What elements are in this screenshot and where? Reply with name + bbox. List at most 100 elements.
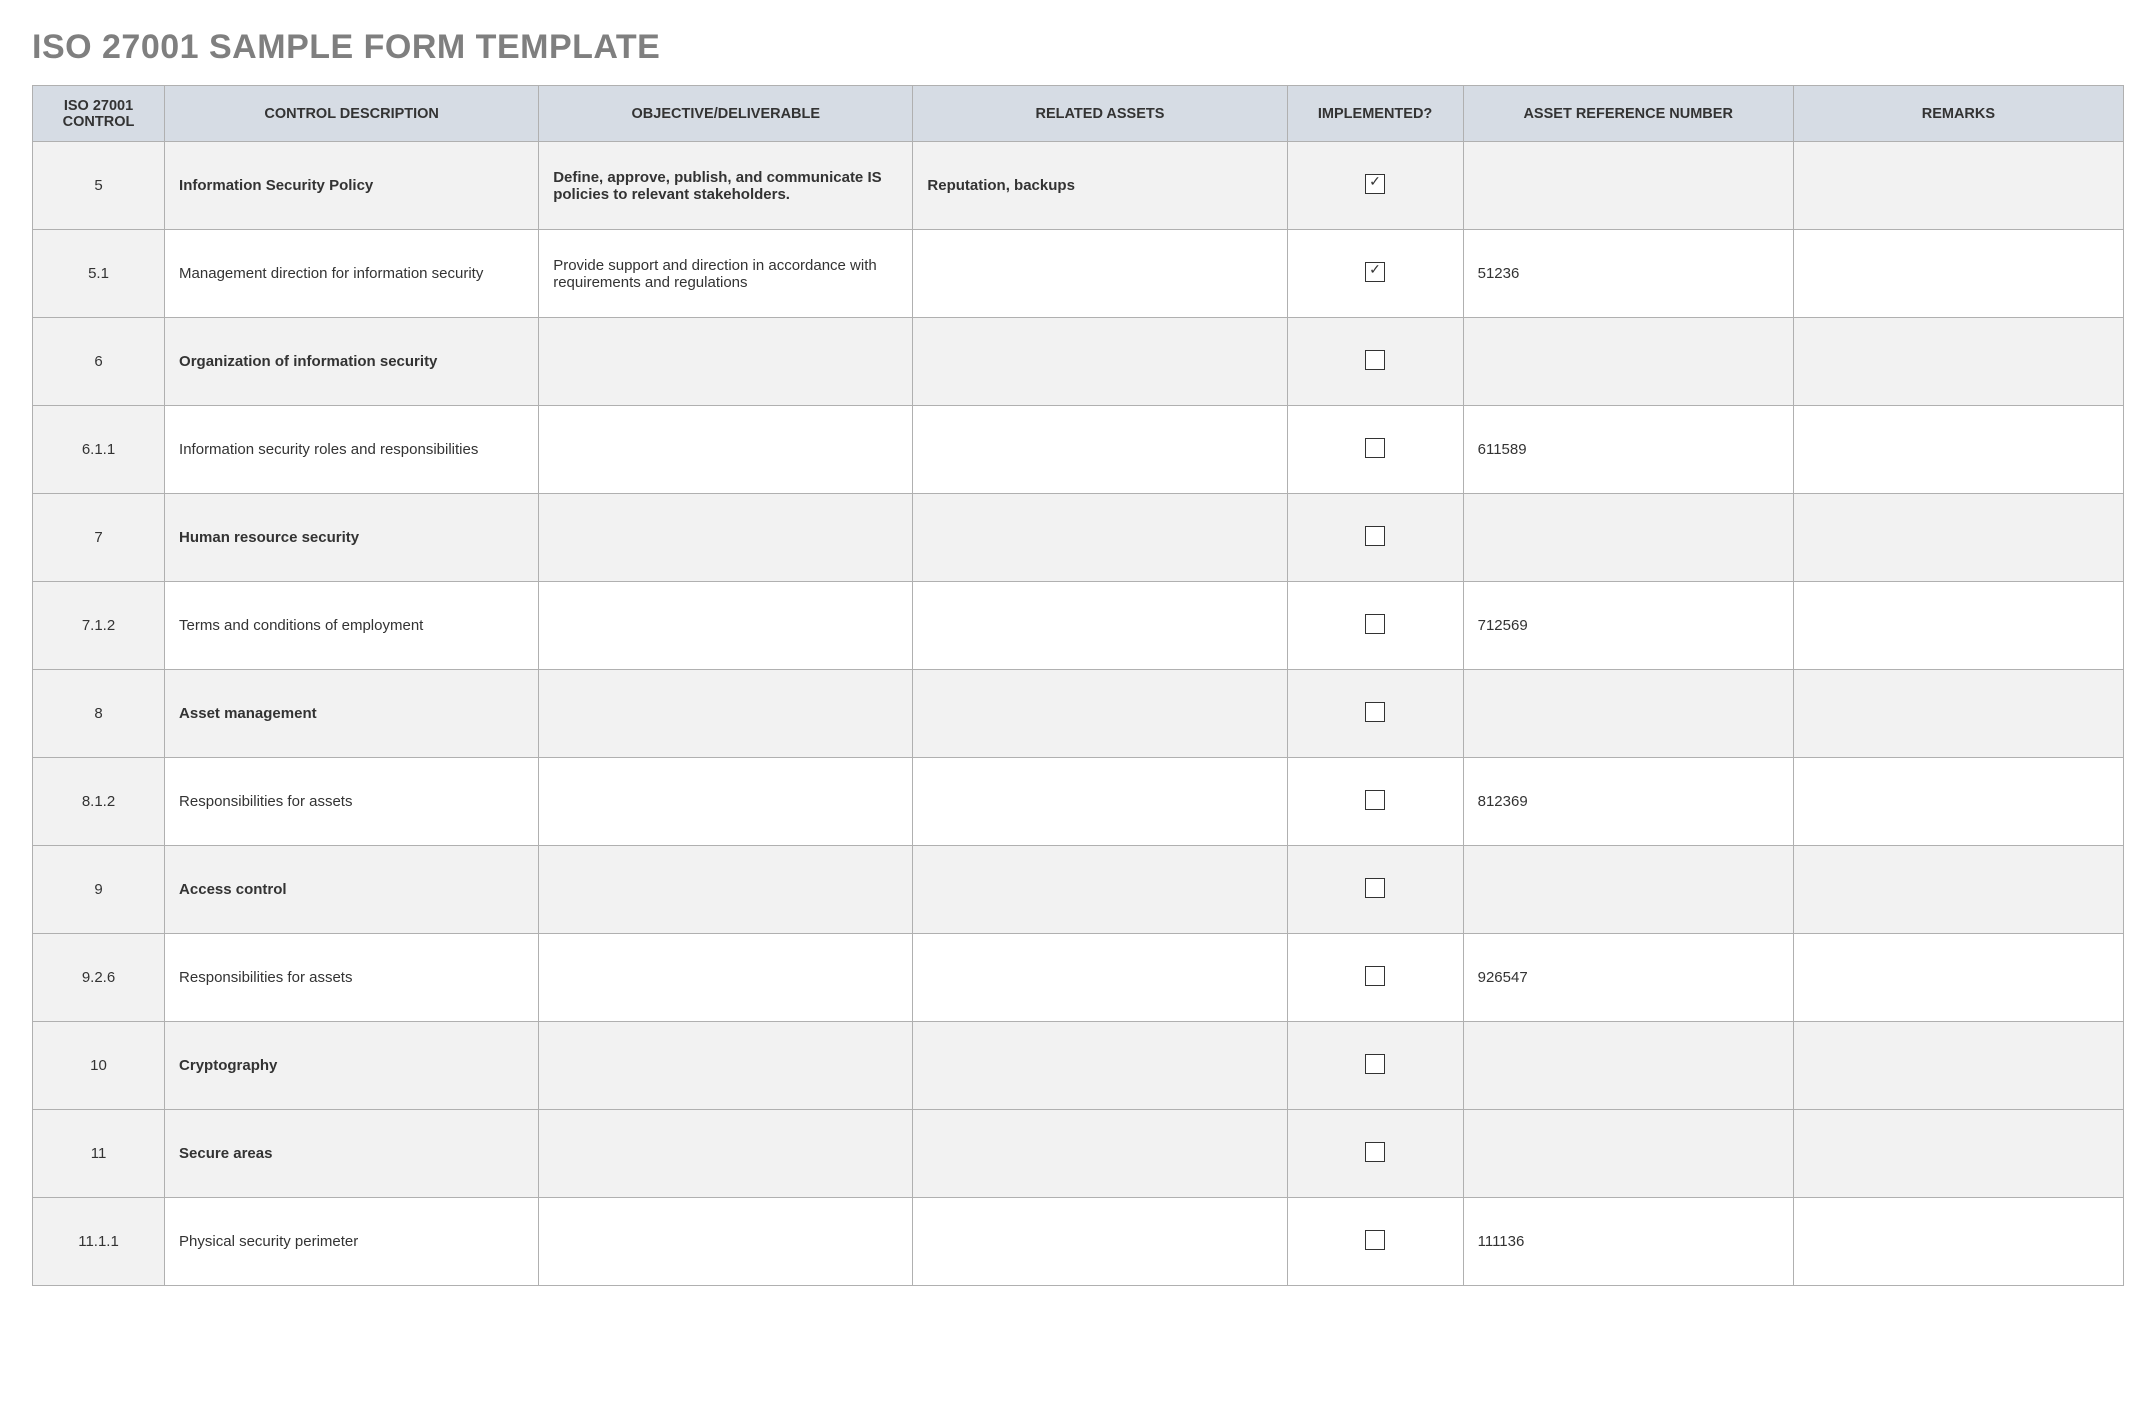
cell-asset-ref: 611589 [1463, 406, 1793, 494]
cell-remarks [1793, 494, 2123, 582]
table-row: 6Organization of information security [33, 318, 2124, 406]
cell-control: 5 [33, 142, 165, 230]
table-row: 11Secure areas [33, 1110, 2124, 1198]
page-title: ISO 27001 SAMPLE FORM TEMPLATE [32, 28, 2124, 67]
cell-asset-ref [1463, 1110, 1793, 1198]
cell-related-assets [913, 494, 1287, 582]
cell-related-assets [913, 758, 1287, 846]
cell-implemented [1287, 1110, 1463, 1198]
cell-remarks [1793, 934, 2123, 1022]
cell-implemented [1287, 142, 1463, 230]
table-row: 5Information Security PolicyDefine, appr… [33, 142, 2124, 230]
implemented-checkbox[interactable] [1365, 614, 1385, 634]
cell-remarks [1793, 318, 2123, 406]
implemented-checkbox[interactable] [1365, 878, 1385, 898]
table-row: 9.2.6Responsibilities for assets926547 [33, 934, 2124, 1022]
implemented-checkbox[interactable] [1365, 1054, 1385, 1074]
cell-related-assets [913, 1110, 1287, 1198]
implemented-checkbox[interactable] [1365, 702, 1385, 722]
cell-control: 8 [33, 670, 165, 758]
cell-implemented [1287, 230, 1463, 318]
cell-objective: Provide support and direction in accorda… [539, 230, 913, 318]
implemented-checkbox[interactable] [1365, 438, 1385, 458]
cell-related-assets [913, 934, 1287, 1022]
cell-asset-ref: 111136 [1463, 1198, 1793, 1286]
cell-description: Information Security Policy [165, 142, 539, 230]
cell-objective [539, 494, 913, 582]
cell-related-assets [913, 1022, 1287, 1110]
cell-implemented [1287, 846, 1463, 934]
cell-implemented [1287, 934, 1463, 1022]
implemented-checkbox[interactable] [1365, 966, 1385, 986]
cell-asset-ref: 812369 [1463, 758, 1793, 846]
cell-control: 9.2.6 [33, 934, 165, 1022]
implemented-checkbox[interactable] [1365, 526, 1385, 546]
cell-related-assets [913, 1198, 1287, 1286]
col-description: CONTROL DESCRIPTION [165, 86, 539, 142]
cell-remarks [1793, 406, 2123, 494]
implemented-checkbox[interactable] [1365, 790, 1385, 810]
table-row: 7Human resource security [33, 494, 2124, 582]
table-row: 8Asset management [33, 670, 2124, 758]
cell-related-assets [913, 318, 1287, 406]
cell-objective [539, 758, 913, 846]
cell-asset-ref [1463, 318, 1793, 406]
cell-description: Management direction for information sec… [165, 230, 539, 318]
cell-remarks [1793, 230, 2123, 318]
cell-description: Physical security perimeter [165, 1198, 539, 1286]
implemented-checkbox[interactable] [1365, 350, 1385, 370]
cell-asset-ref [1463, 846, 1793, 934]
cell-remarks [1793, 1110, 2123, 1198]
cell-remarks [1793, 582, 2123, 670]
cell-objective [539, 934, 913, 1022]
cell-control: 8.1.2 [33, 758, 165, 846]
cell-implemented [1287, 494, 1463, 582]
cell-objective [539, 1198, 913, 1286]
cell-implemented [1287, 582, 1463, 670]
cell-control: 5.1 [33, 230, 165, 318]
cell-related-assets [913, 230, 1287, 318]
cell-related-assets [913, 846, 1287, 934]
cell-control: 9 [33, 846, 165, 934]
cell-objective [539, 1110, 913, 1198]
cell-remarks [1793, 1022, 2123, 1110]
table-row: 7.1.2Terms and conditions of employment7… [33, 582, 2124, 670]
cell-objective [539, 582, 913, 670]
cell-remarks [1793, 670, 2123, 758]
cell-description: Human resource security [165, 494, 539, 582]
col-asset-ref: ASSET REFERENCE NUMBER [1463, 86, 1793, 142]
cell-control: 11.1.1 [33, 1198, 165, 1286]
cell-related-assets [913, 406, 1287, 494]
implemented-checkbox[interactable] [1365, 1230, 1385, 1250]
cell-asset-ref: 712569 [1463, 582, 1793, 670]
table-row: 9Access control [33, 846, 2124, 934]
implemented-checkbox[interactable] [1365, 262, 1385, 282]
cell-remarks [1793, 758, 2123, 846]
col-implemented: IMPLEMENTED? [1287, 86, 1463, 142]
implemented-checkbox[interactable] [1365, 174, 1385, 194]
cell-implemented [1287, 406, 1463, 494]
cell-implemented [1287, 670, 1463, 758]
cell-implemented [1287, 1022, 1463, 1110]
table-row: 6.1.1Information security roles and resp… [33, 406, 2124, 494]
cell-description: Information security roles and responsib… [165, 406, 539, 494]
cell-asset-ref [1463, 1022, 1793, 1110]
cell-objective [539, 846, 913, 934]
cell-description: Cryptography [165, 1022, 539, 1110]
table-header-row: ISO 27001 CONTROL CONTROL DESCRIPTION OB… [33, 86, 2124, 142]
cell-control: 10 [33, 1022, 165, 1110]
cell-description: Secure areas [165, 1110, 539, 1198]
cell-implemented [1287, 318, 1463, 406]
table-row: 5.1Management direction for information … [33, 230, 2124, 318]
cell-asset-ref [1463, 670, 1793, 758]
cell-control: 11 [33, 1110, 165, 1198]
cell-related-assets: Reputation, backups [913, 142, 1287, 230]
cell-asset-ref: 51236 [1463, 230, 1793, 318]
cell-remarks [1793, 142, 2123, 230]
implemented-checkbox[interactable] [1365, 1142, 1385, 1162]
col-iso-control: ISO 27001 CONTROL [33, 86, 165, 142]
cell-implemented [1287, 1198, 1463, 1286]
cell-implemented [1287, 758, 1463, 846]
cell-asset-ref [1463, 494, 1793, 582]
table-row: 8.1.2Responsibilities for assets812369 [33, 758, 2124, 846]
